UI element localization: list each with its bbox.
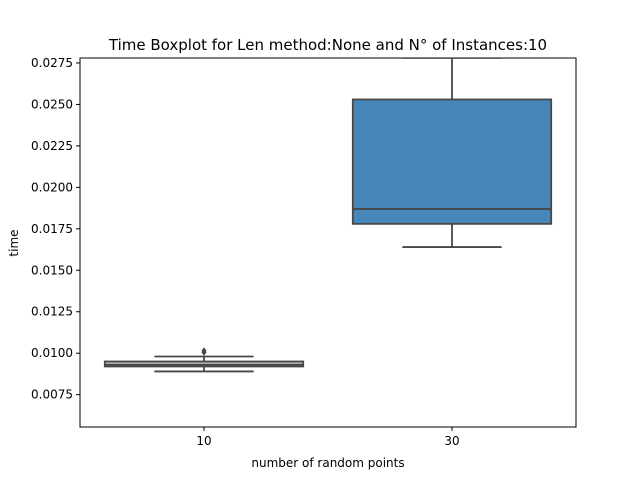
y-tick-label: 0.0175 bbox=[31, 222, 73, 236]
y-axis: 0.0075 0.0100 0.0125 0.0150 0.0175 0.0200 0.02… bbox=[31, 56, 80, 402]
y-axis-label: time bbox=[7, 229, 21, 256]
plot-area bbox=[79, 57, 577, 428]
box-30 bbox=[351, 58, 553, 248]
y-tick-label: 0.0250 bbox=[31, 97, 73, 111]
box-10 bbox=[103, 347, 305, 373]
x-tick-label: 30 bbox=[444, 434, 459, 448]
outlier-point bbox=[201, 347, 207, 355]
y-tick-label: 0.0275 bbox=[31, 56, 73, 70]
y-tick-label: 0.0150 bbox=[31, 263, 73, 277]
y-tick-label: 0.0100 bbox=[31, 346, 73, 360]
iqr-box bbox=[351, 98, 553, 225]
y-tick-label: 0.0225 bbox=[31, 139, 73, 153]
boxes bbox=[103, 58, 553, 373]
chart-title: Time Boxplot for Len method:None and N° … bbox=[108, 36, 547, 54]
y-tick-label: 0.0125 bbox=[31, 305, 73, 319]
y-tick-label: 0.0200 bbox=[31, 180, 73, 194]
x-axis: 10 30 bbox=[196, 427, 460, 448]
y-tick-label: 0.0075 bbox=[31, 388, 73, 402]
x-axis-label: number of random points bbox=[251, 456, 404, 470]
x-tick-label: 10 bbox=[196, 434, 211, 448]
